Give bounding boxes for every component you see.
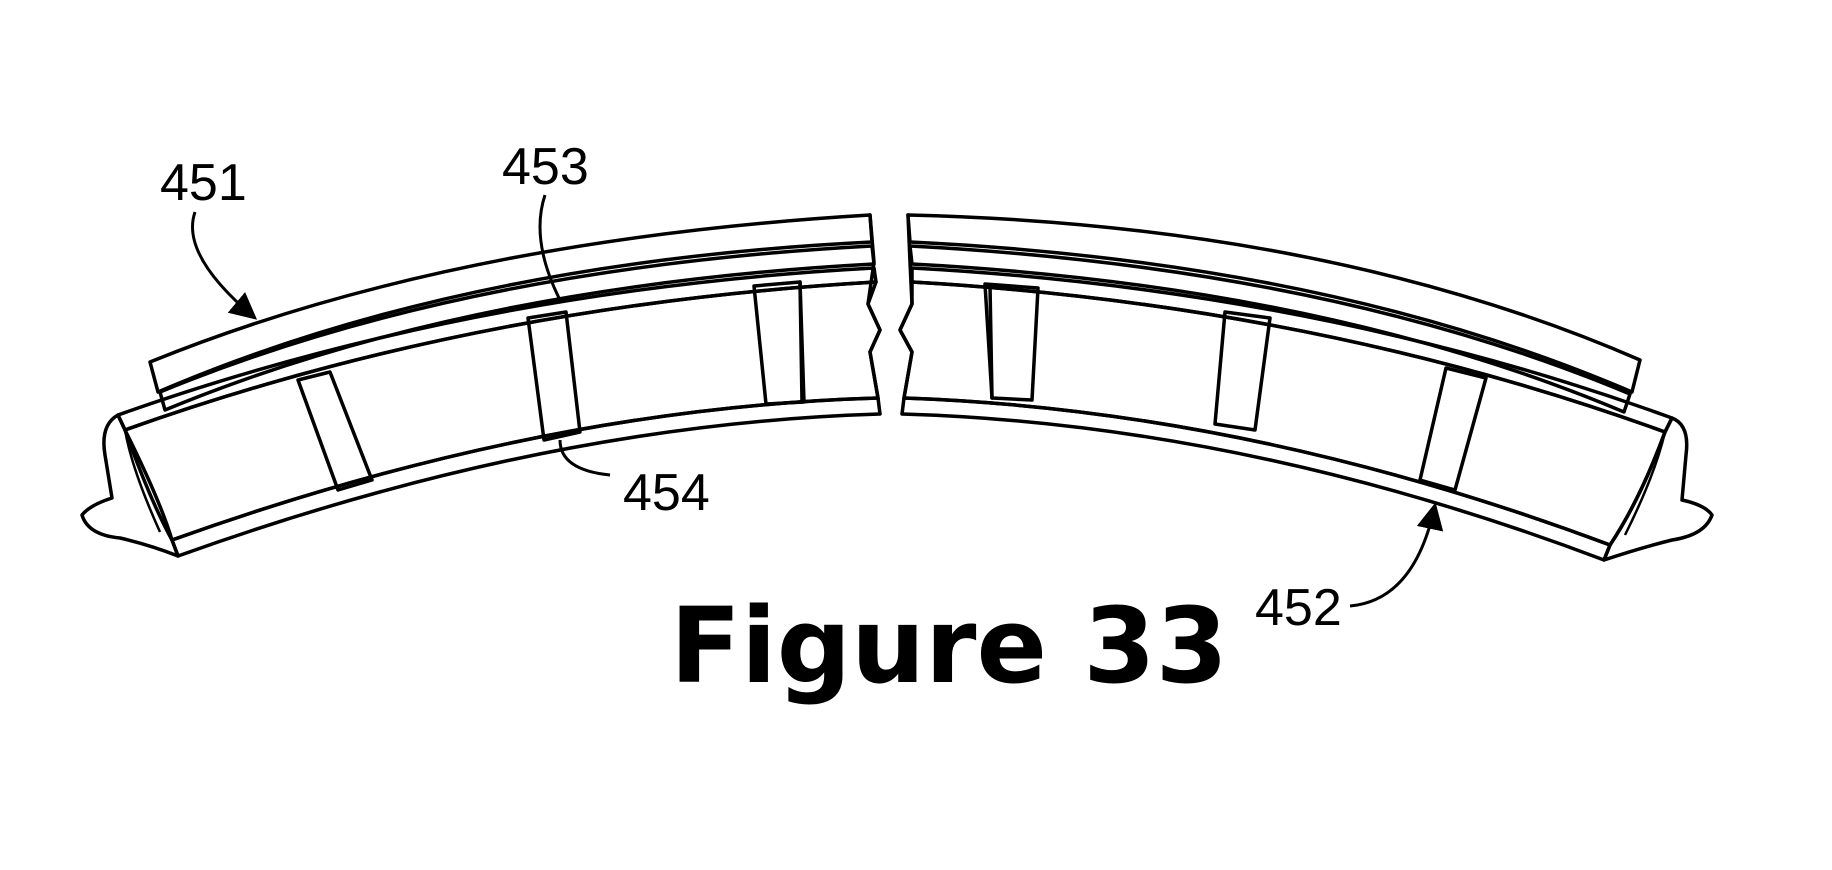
leader-452	[1350, 505, 1435, 606]
break-line-right	[900, 215, 912, 398]
ref-label-453: 453	[502, 138, 589, 196]
leader-451	[193, 212, 256, 318]
end-flange-right	[1604, 418, 1712, 560]
right-section	[900, 215, 1712, 560]
ref-label-452: 452	[1255, 579, 1342, 637]
rib-gap-right-2	[1215, 312, 1270, 430]
figure-caption: Figure 33	[670, 585, 1228, 707]
rib-gap-left-1	[298, 372, 372, 490]
core-body-left	[125, 282, 880, 540]
rib-gap-left-2	[528, 312, 580, 440]
outer-cover-layer-right	[908, 215, 1640, 392]
left-section	[82, 215, 880, 556]
ref-label-454: 454	[623, 464, 710, 522]
ref-label-451: 451	[160, 154, 247, 212]
rib-gap-right-1-divider	[990, 285, 992, 398]
rib-gap-right-3	[1420, 368, 1486, 490]
rib-gap-left-3-divider	[800, 282, 802, 402]
inner-shell-bottom-skin-left	[172, 398, 880, 556]
core-body-right	[900, 282, 1665, 545]
rib-gap-left-3	[754, 282, 804, 404]
